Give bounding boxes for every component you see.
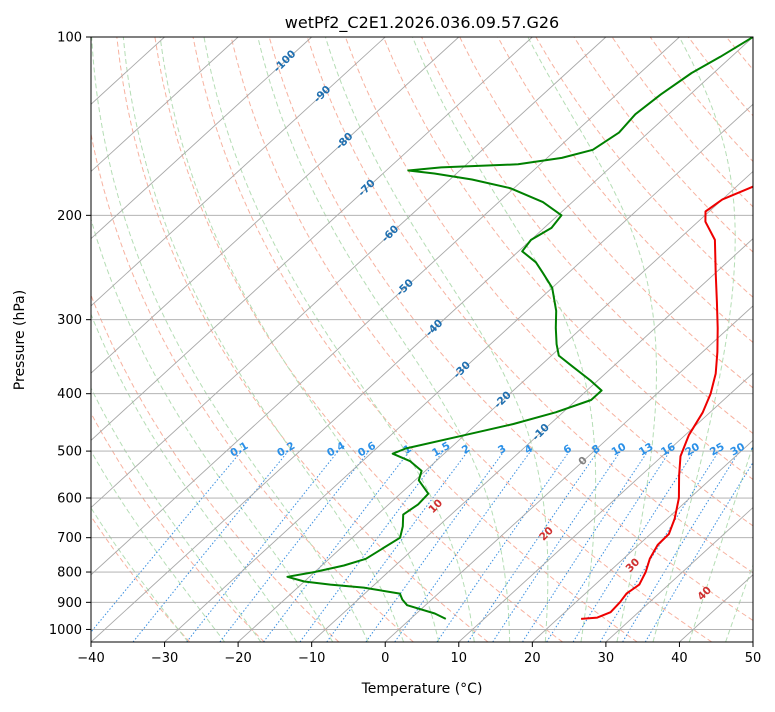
y-tick-label: 100 — [57, 31, 82, 46]
y-tick-label: 600 — [57, 492, 82, 507]
x-tick-label: 30 — [598, 651, 615, 666]
isotherm-line — [753, 37, 775, 642]
y-axis-title: Pressure (hPa) — [12, 290, 28, 390]
x-tick-label: 40 — [671, 651, 688, 666]
y-tick-label: 400 — [57, 387, 82, 402]
y-tick-label: 700 — [57, 531, 82, 546]
chart-title: wetPf2_C2E1.2026.036.09.57.G26 — [285, 13, 559, 33]
dry-adiabat-line — [765, 37, 775, 642]
y-tick-label: 200 — [57, 209, 82, 224]
x-axis-title: Temperature (°C) — [361, 681, 483, 697]
x-tick-label: −40 — [77, 651, 104, 666]
x-tick-label: 0 — [381, 651, 389, 666]
x-tick-label: −10 — [298, 651, 325, 666]
x-tick-label: −30 — [151, 651, 178, 666]
y-tick-label: 800 — [57, 566, 82, 581]
x-tick-label: 50 — [745, 651, 762, 666]
x-tick-label: 20 — [524, 651, 541, 666]
y-tick-label: 1000 — [49, 623, 82, 638]
x-tick-label: −20 — [224, 651, 251, 666]
y-tick-label: 300 — [57, 313, 82, 328]
x-tick-label: 10 — [451, 651, 468, 666]
y-tick-label: 500 — [57, 445, 82, 460]
y-tick-label: 900 — [57, 596, 82, 611]
